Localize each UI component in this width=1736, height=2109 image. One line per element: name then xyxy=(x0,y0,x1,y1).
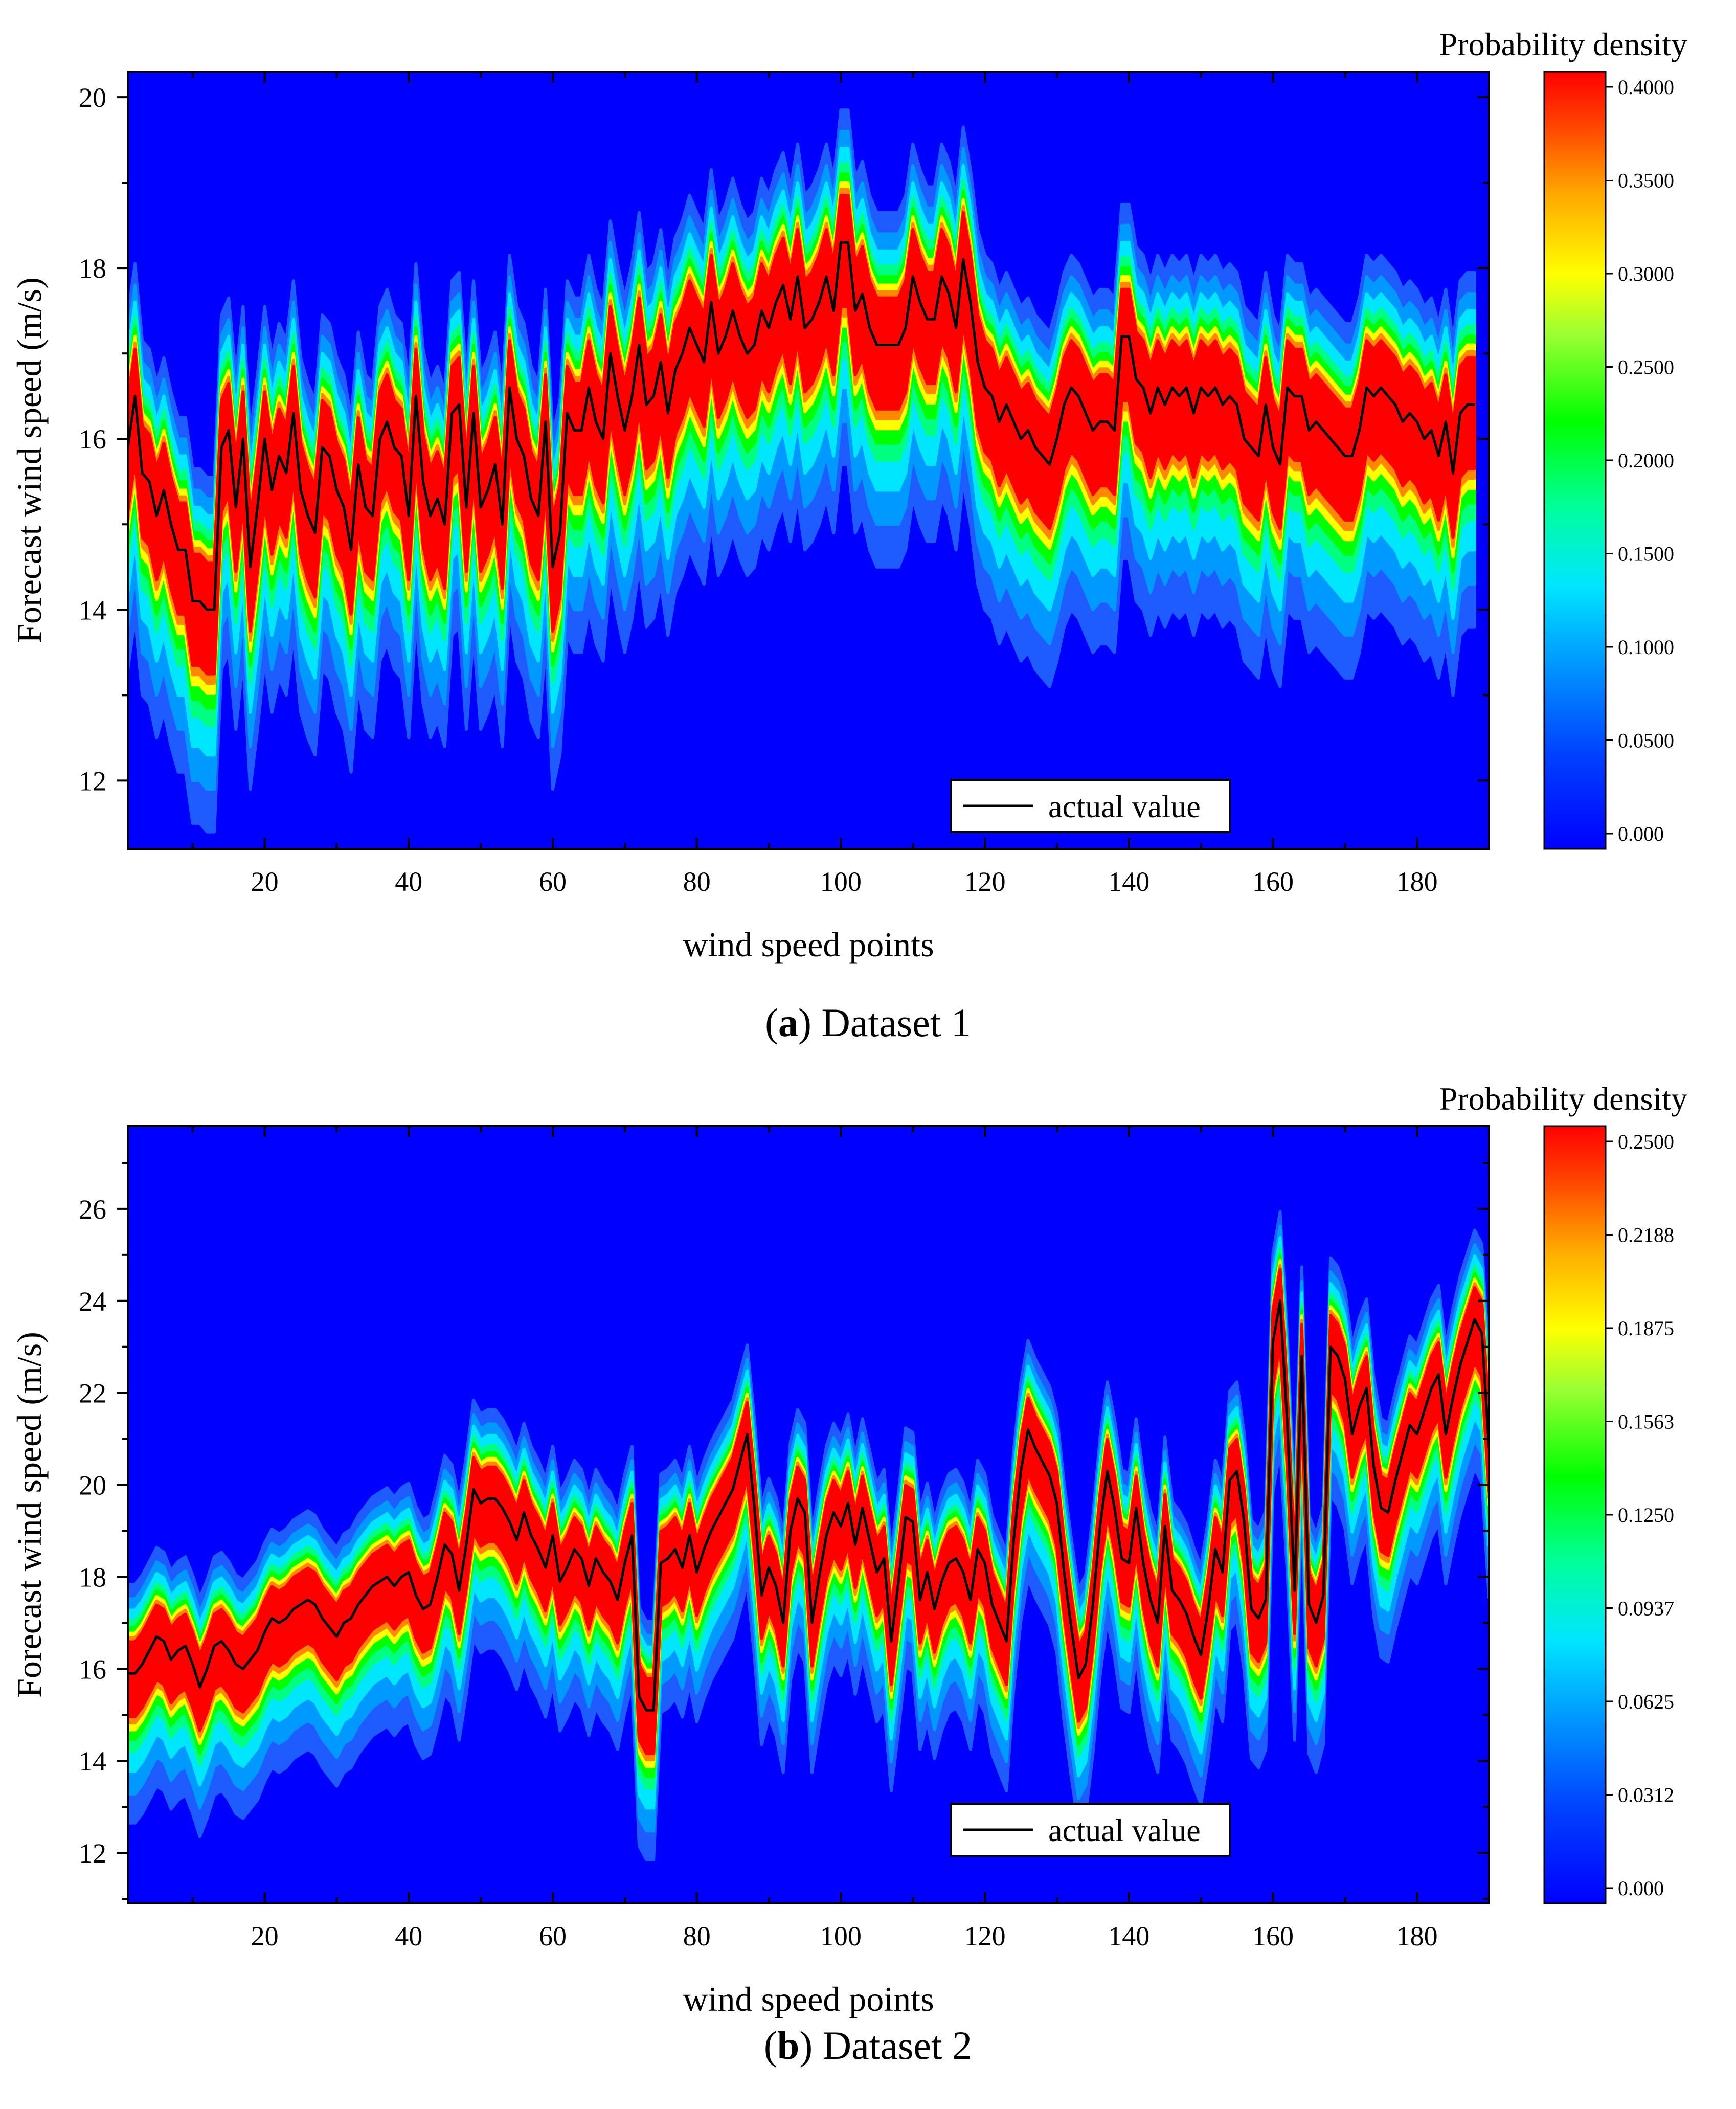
colorbar-tick-label: 0.2500 xyxy=(1618,1130,1674,1153)
colorbar-tick-label: 0.0312 xyxy=(1618,1784,1674,1807)
colorbar-gradient xyxy=(1543,1125,1607,1904)
actual-value-line xyxy=(128,241,1475,611)
chart-dataset-1: 20 40 60 80 100 120 140 160 180 wind speed points… xyxy=(10,26,1687,964)
x-tick-label: 80 xyxy=(683,1921,711,1951)
colorbar-title: Probability density xyxy=(1439,26,1687,62)
colorbar-tick-label: 0.0625 xyxy=(1618,1690,1674,1713)
x-axis-label: wind speed points xyxy=(683,1980,934,2018)
colorbar-tick-label: 0.3500 xyxy=(1618,169,1674,192)
caption-dataset-2: (b) Dataset 2 xyxy=(763,2023,973,2068)
y-tick-label: 24 xyxy=(79,1286,106,1317)
colorbar-tick-label: 0.2500 xyxy=(1618,356,1674,379)
colorbar: Probability density 0.4000 0.3500 0.3000 0.2… xyxy=(1439,26,1687,850)
y-tick-label: 14 xyxy=(79,1746,106,1777)
x-axis-label: wind speed points xyxy=(683,925,934,964)
caption-letter: a xyxy=(778,1000,799,1045)
y-tick-label: 20 xyxy=(79,82,106,113)
panel-dataset-2: 20 40 60 80 100 120 140 160 180 wind speed points… xyxy=(0,1054,1736,2109)
x-tick-label: 60 xyxy=(539,866,567,897)
colorbar-tick-label: 0.1875 xyxy=(1618,1317,1674,1340)
colorbar-gradient xyxy=(1543,71,1607,850)
x-tick-label: 60 xyxy=(539,1921,567,1951)
x-tick-label: 180 xyxy=(1396,866,1438,897)
legend: actual value xyxy=(950,779,1231,833)
colorbar-tick-label: 0.0500 xyxy=(1618,729,1674,752)
y-tick-label: 14 xyxy=(79,595,106,625)
legend-label: actual value xyxy=(1048,790,1201,824)
colorbar-title: Probability density xyxy=(1439,1081,1687,1117)
caption-dataset-1: (a) Dataset 1 xyxy=(765,1000,971,1045)
y-tick-label: 12 xyxy=(79,766,106,796)
x-tick-label: 20 xyxy=(251,866,279,897)
caption-text: Dataset 2 xyxy=(822,2023,973,2068)
x-tick-label: 140 xyxy=(1108,1921,1149,1951)
x-axis: 20 40 60 80 100 120 140 160 180 wind speed points xyxy=(191,72,1490,964)
caption-text: Dataset 1 xyxy=(821,1000,971,1045)
y-tick-label: 18 xyxy=(79,253,106,284)
colorbar-tick-label: 0.1000 xyxy=(1618,636,1674,659)
colorbar-tick-label: 0.3000 xyxy=(1618,262,1674,285)
y-tick-label: 12 xyxy=(79,1838,106,1869)
colorbar-tick-label: 0.2000 xyxy=(1618,449,1674,472)
x-tick-label: 160 xyxy=(1252,1921,1294,1951)
x-tick-label: 120 xyxy=(964,866,1006,897)
legend-label: actual value xyxy=(1048,1813,1201,1848)
y-axis-label: Forecast wind speed (m/s) xyxy=(10,277,49,643)
colorbar-tick-label: 0.2188 xyxy=(1618,1224,1674,1247)
colorbar-tick-label: 0.1500 xyxy=(1618,543,1674,566)
x-tick-label: 180 xyxy=(1396,1921,1438,1951)
x-tick-label: 120 xyxy=(964,1921,1006,1951)
colorbar: Probability density 0.2500 0.2188 0.1875 0.1… xyxy=(1439,1081,1687,1904)
caption-letter: b xyxy=(777,2023,800,2068)
y-axis: 12 14 16 18 20 Forecast wind speed (m/s) xyxy=(10,82,1489,796)
legend: actual value xyxy=(950,1803,1231,1857)
density-band-0.40 xyxy=(128,1267,1489,1755)
y-tick-label: 20 xyxy=(79,1470,106,1501)
density-bands xyxy=(128,1210,1489,1861)
colorbar-tick-label: 0.000 xyxy=(1618,1877,1664,1900)
actual-value-line xyxy=(128,1299,1489,1712)
colorbar-tick-label: 0.0937 xyxy=(1618,1597,1674,1620)
plot-frame xyxy=(127,1125,1490,1904)
x-tick-label: 100 xyxy=(820,1921,862,1951)
x-tick-label: 40 xyxy=(395,1921,422,1951)
x-tick-label: 40 xyxy=(395,866,422,897)
y-tick-label: 16 xyxy=(79,1654,106,1685)
colorbar-tick-label: 0.4000 xyxy=(1618,76,1674,99)
x-tick-label: 20 xyxy=(251,1921,279,1951)
x-tick-label: 100 xyxy=(820,866,862,897)
chart-dataset-2: 20 40 60 80 100 120 140 160 180 wind speed points… xyxy=(10,1081,1687,2018)
y-axis-label: Forecast wind speed (m/s) xyxy=(10,1332,49,1698)
x-axis: 20 40 60 80 100 120 140 160 180 wind speed points xyxy=(191,1126,1490,2018)
y-tick-label: 26 xyxy=(79,1194,106,1225)
x-tick-label: 140 xyxy=(1108,866,1149,897)
density-band-0.40 xyxy=(128,194,1476,676)
colorbar-tick-label: 0.000 xyxy=(1618,822,1664,845)
x-tick-label: 160 xyxy=(1252,866,1294,897)
plot-frame xyxy=(127,71,1490,850)
colorbar-tick-label: 0.1563 xyxy=(1618,1410,1674,1433)
x-tick-label: 80 xyxy=(683,866,711,897)
density-bands xyxy=(128,108,1476,834)
colorbar-tick-label: 0.1250 xyxy=(1618,1504,1674,1527)
panel-dataset-1: 20 40 60 80 100 120 140 160 180 wind speed points… xyxy=(0,0,1736,1054)
y-tick-label: 22 xyxy=(79,1378,106,1409)
y-axis: 12 14 16 18 20 22 24 26 Forecast wind speed (m/s… xyxy=(10,1161,1489,1900)
y-tick-label: 18 xyxy=(79,1562,106,1592)
y-tick-label: 16 xyxy=(79,424,106,455)
